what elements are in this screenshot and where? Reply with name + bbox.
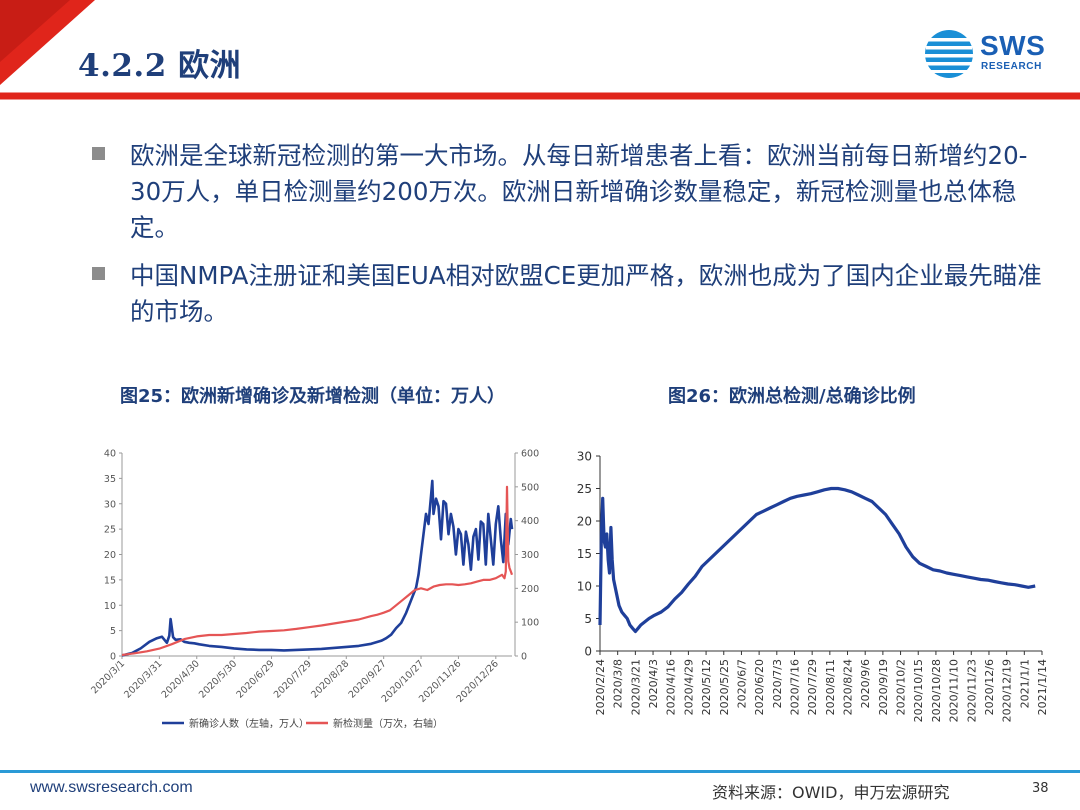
x-tick-label: 2020/11/23 <box>965 659 978 722</box>
series-ratio-line <box>598 486 1036 634</box>
series-new-cases-line <box>121 479 514 657</box>
bullet-1: 欧洲是全球新冠检测的第一大市场。从每日新增患者上看：欧洲当前每日新增约20-30… <box>92 138 1052 246</box>
y-left-tick-label: 30 <box>104 499 116 510</box>
y-left-tick-label: 20 <box>104 550 116 561</box>
y-right-tick-label: 600 <box>521 449 539 460</box>
legend-label: 新检测量（万次，右轴） <box>333 717 443 730</box>
series-new-tests-line <box>121 485 514 657</box>
page-title: 4.2.2 欧洲 <box>78 48 242 84</box>
y-left-tick-label: 15 <box>104 575 116 586</box>
logo-wordmark: SWS <box>980 30 1046 61</box>
bullet-square-icon <box>92 147 105 160</box>
x-tick-label: 2020/10/28 <box>930 659 943 722</box>
y-right-tick-label: 500 <box>521 482 539 493</box>
y-right-tick-label: 200 <box>521 584 539 595</box>
x-tick-label: 2021/1/14 <box>1036 659 1049 715</box>
x-tick-label: 2020/8/11 <box>824 659 837 715</box>
x-tick-label: 2020/7/29 <box>806 659 819 715</box>
y-right-tick-label: 400 <box>521 516 539 527</box>
y-tick-label: 5 <box>584 612 592 626</box>
x-tick-label: 2020/12/19 <box>1001 659 1014 722</box>
x-tick-label: 2020/9/19 <box>877 659 890 715</box>
x-tick-label: 2020/7/3 <box>771 659 784 708</box>
footer-source: 资料来源：OWID，申万宏源研究 <box>712 783 950 802</box>
x-tick-label: 2020/6/7 <box>735 659 748 708</box>
x-tick-label: 2020/8/24 <box>842 659 855 715</box>
chart-left-title: 图25：欧洲新增确诊及新增检测（单位：万人） <box>120 386 506 407</box>
x-tick-label: 2020/6/20 <box>753 659 766 715</box>
y-tick-label: 20 <box>577 515 592 529</box>
x-tick-label: 2020/10/2 <box>895 659 908 715</box>
y-tick-label: 25 <box>577 482 592 496</box>
x-tick-label: 2020/5/12 <box>700 659 713 715</box>
footer-url[interactable]: www.swsresearch.com <box>30 779 193 796</box>
y-tick-label: 30 <box>577 450 592 464</box>
y-right-tick-label: 300 <box>521 550 539 561</box>
x-tick-label: 2020/12/6 <box>983 659 996 715</box>
x-tick-label: 2020/5/25 <box>718 659 731 715</box>
x-tick-label: 2020/4/29 <box>682 659 695 715</box>
y-left-tick-label: 35 <box>104 474 116 485</box>
x-tick-label: 2020/9/6 <box>859 659 872 708</box>
x-tick-label: 2020/2/24 <box>594 659 607 715</box>
y-right-tick-label: 0 <box>521 652 527 663</box>
y-right-tick-label: 100 <box>521 618 539 629</box>
y-left-tick-label: 40 <box>104 449 116 460</box>
y-left-tick-label: 25 <box>104 525 116 536</box>
chart-right-title: 图26：欧洲总检测/总确诊比例 <box>668 386 916 407</box>
x-tick-label: 2020/4/16 <box>665 659 678 715</box>
bullet-1-text: 欧洲是全球新冠检测的第一大市场。从每日新增患者上看：欧洲当前每日新增约20-30… <box>130 141 1028 242</box>
y-left-tick-label: 5 <box>110 626 116 637</box>
y-left-tick-label: 10 <box>104 601 116 612</box>
bullet-square-icon <box>92 267 105 280</box>
bullet-2: 中国NMPA注册证和美国EUA相对欧盟CE更加严格，欧洲也成为了国内企业最先瞄准… <box>92 258 1052 330</box>
logo-subtext: RESEARCH <box>981 61 1042 72</box>
legend-label: 新确诊人数（左轴，万人） <box>189 717 309 730</box>
x-tick-label: 2020/3/21 <box>629 659 642 715</box>
footer-divider <box>0 770 1080 773</box>
page-number: 38 <box>1032 781 1049 796</box>
x-tick-label: 2020/4/3 <box>647 659 660 708</box>
y-tick-label: 10 <box>577 580 592 594</box>
y-left-tick-label: 0 <box>110 652 116 663</box>
x-tick-label: 2020/7/16 <box>788 659 801 715</box>
x-tick-label: 2020/3/8 <box>612 659 625 708</box>
x-tick-label: 2020/10/15 <box>912 659 925 722</box>
header-band <box>0 0 1080 101</box>
bullet-2-text: 中国NMPA注册证和美国EUA相对欧盟CE更加严格，欧洲也成为了国内企业最先瞄准… <box>130 261 1042 326</box>
sws-logo <box>925 30 973 78</box>
x-tick-label: 2020/11/10 <box>948 659 961 722</box>
y-tick-label: 0 <box>584 645 592 659</box>
x-tick-label: 2021/1/1 <box>1018 659 1031 708</box>
y-tick-label: 15 <box>577 547 592 561</box>
